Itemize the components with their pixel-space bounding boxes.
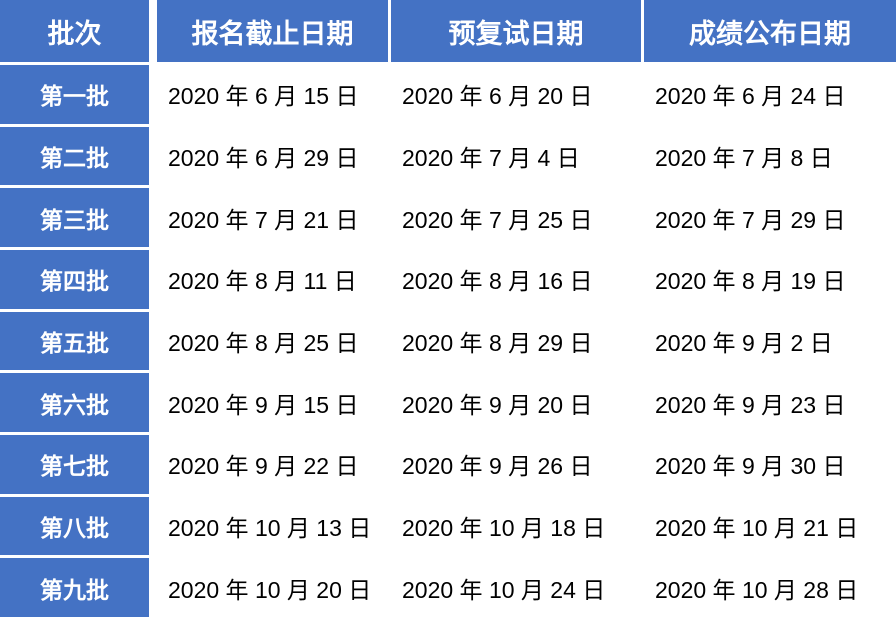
header-cell-deadline: 报名截止日期 (157, 0, 388, 62)
results-date-cell: 2020 年 7 月 8 日 (655, 144, 833, 171)
header-cell-batch: 批次 (0, 0, 149, 62)
deadline-date-cell: 2020 年 8 月 25 日 (168, 329, 359, 356)
results-date-cell: 2020 年 6 月 24 日 (655, 83, 846, 110)
retest-date-cell: 2020 年 9 月 20 日 (402, 391, 593, 418)
deadline-date-cell: 2020 年 8 月 11 日 (168, 268, 357, 295)
batch-cell: 第九批 (0, 558, 149, 617)
deadline-date-cell: 2020 年 9 月 22 日 (168, 453, 359, 480)
results-date-cell: 2020 年 10 月 28 日 (655, 576, 859, 603)
results-date-cell: 2020 年 7 月 29 日 (655, 206, 846, 233)
retest-date-cell: 2020 年 6 月 20 日 (402, 83, 593, 110)
retest-date-cell: 2020 年 9 月 26 日 (402, 453, 593, 480)
deadline-date-cell: 2020 年 10 月 20 日 (168, 576, 372, 603)
batch-cell: 第七批 (0, 435, 149, 494)
retest-date-cell: 2020 年 10 月 18 日 (402, 514, 606, 541)
retest-date-cell: 2020 年 7 月 25 日 (402, 206, 593, 233)
header-cell-results: 成绩公布日期 (644, 0, 896, 62)
deadline-date-cell: 2020 年 9 月 15 日 (168, 391, 359, 418)
deadline-date-cell: 2020 年 6 月 29 日 (168, 144, 359, 171)
deadline-date-cell: 2020 年 7 月 21 日 (168, 206, 359, 233)
batch-cell: 第四批 (0, 250, 149, 309)
results-date-cell: 2020 年 8 月 19 日 (655, 268, 846, 295)
retest-date-cell: 2020 年 7 月 4 日 (402, 144, 580, 171)
deadline-date-cell: 2020 年 6 月 15 日 (168, 83, 359, 110)
results-date-cell: 2020 年 9 月 23 日 (655, 391, 846, 418)
deadline-date-cell: 2020 年 10 月 13 日 (168, 514, 372, 541)
column-divider (149, 0, 157, 62)
retest-date-cell: 2020 年 8 月 16 日 (402, 268, 593, 295)
results-date-cell: 2020 年 10 月 21 日 (655, 514, 859, 541)
batch-cell: 第八批 (0, 496, 149, 556)
retest-date-cell: 2020 年 8 月 29 日 (402, 329, 593, 356)
batch-cell: 第六批 (0, 373, 149, 432)
retest-date-cell: 2020 年 10 月 24 日 (402, 576, 606, 603)
batch-cell: 第三批 (0, 188, 149, 247)
results-date-cell: 2020 年 9 月 2 日 (655, 329, 833, 356)
results-date-cell: 2020 年 9 月 30 日 (655, 453, 846, 480)
batch-cell: 第五批 (0, 311, 149, 371)
header-cell-retest: 预复试日期 (391, 0, 641, 62)
batch-cell: 第一批 (0, 65, 149, 124)
batch-cell: 第二批 (0, 126, 149, 186)
